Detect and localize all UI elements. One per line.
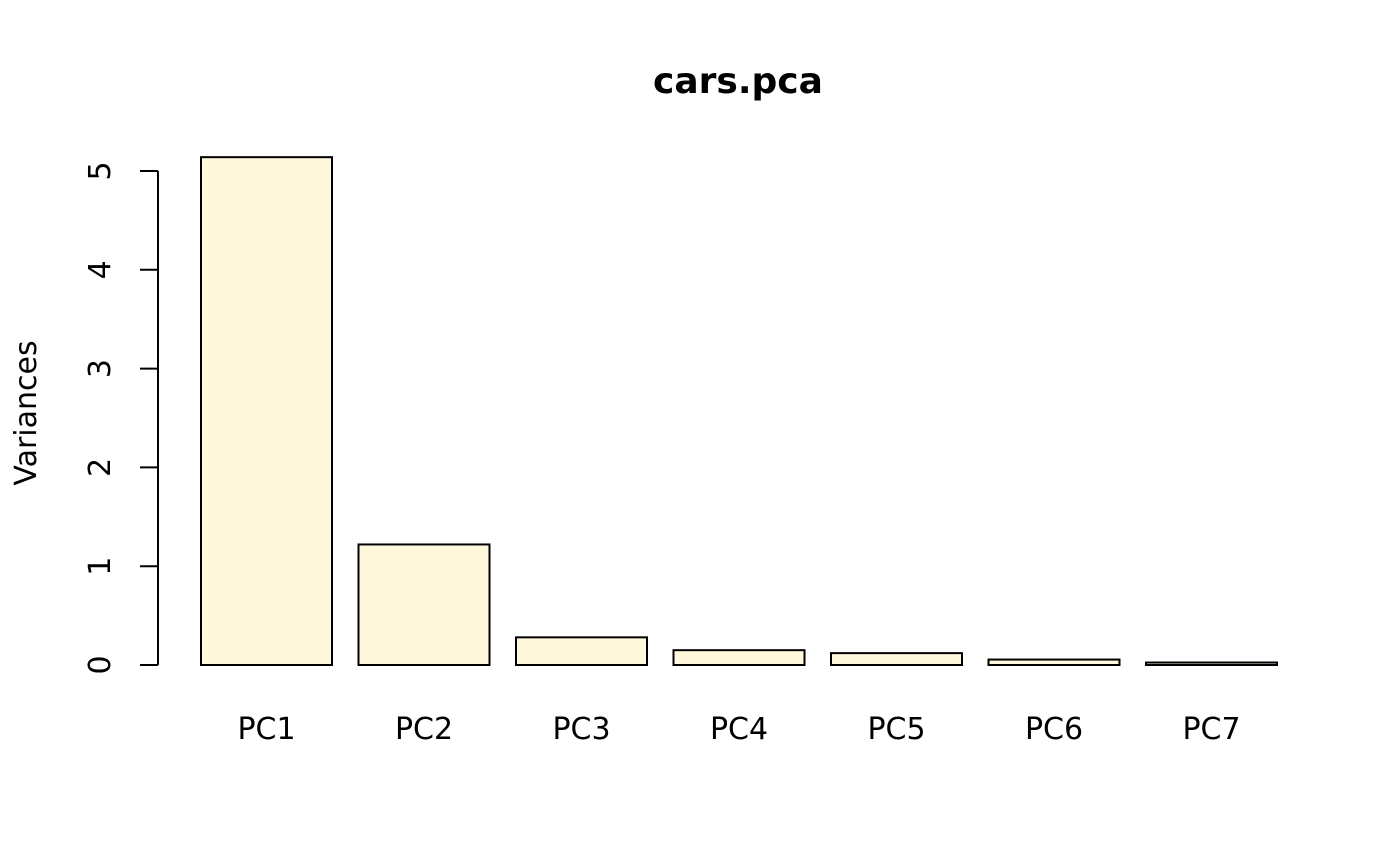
bar-pc7 (1145, 661, 1278, 667)
y-tick-label: 4 (83, 260, 118, 279)
bar-pc5 (830, 652, 963, 666)
bar-pc2 (357, 543, 491, 666)
bar-pc1 (200, 156, 333, 666)
x-category-label: PC1 (237, 712, 295, 747)
bar-pc6 (987, 658, 1121, 666)
x-category-label: PC2 (395, 712, 453, 747)
x-category-label: PC5 (867, 712, 925, 747)
y-tick-label: 2 (83, 458, 118, 477)
y-tick-label: 1 (83, 557, 118, 576)
x-axis-labels: PC1 PC2 PC3 PC4 PC5 PC6 PC7 (237, 712, 1240, 747)
x-category-label: PC6 (1025, 712, 1083, 747)
x-category-label: PC7 (1182, 712, 1240, 747)
x-category-label: PC4 (710, 712, 768, 747)
y-tick-label: 0 (83, 655, 118, 674)
chart-title: cars.pca (653, 61, 823, 102)
y-axis-label: Variances (9, 340, 44, 485)
bar-pc4 (672, 649, 806, 666)
y-tick-label: 5 (83, 161, 118, 180)
bars-group (200, 156, 1278, 667)
y-tick-label: 3 (83, 359, 118, 378)
x-category-label: PC3 (552, 712, 610, 747)
y-axis: 0 1 2 3 4 5 (83, 161, 159, 675)
bar-pc3 (515, 636, 648, 666)
